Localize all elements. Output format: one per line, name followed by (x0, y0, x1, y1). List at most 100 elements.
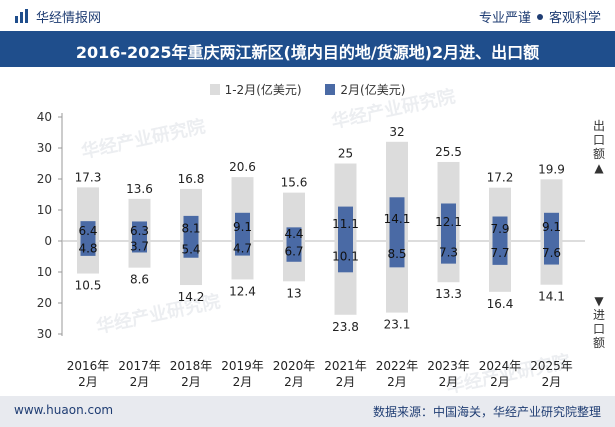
month-import-label: 10.1 (332, 250, 359, 264)
ytd-export-label: 17.2 (487, 171, 514, 185)
export-axis-text: 出口额 (592, 119, 605, 161)
data-source: 数据来源：中国海关，华经产业研究院整理 (372, 405, 601, 419)
ytd-export-label: 25 (338, 147, 353, 161)
month-export-label: 9.1 (542, 220, 561, 234)
month-import-label: 6.7 (284, 244, 303, 258)
x-tick-label: 2017年 (118, 359, 161, 373)
x-tick-label: 2月 (387, 375, 407, 389)
month-bar (492, 216, 508, 265)
ytd-import-label: 16.4 (487, 297, 514, 311)
month-export-label: 11.1 (332, 217, 359, 231)
up-arrow-icon: ▲ (594, 161, 604, 175)
month-bar (80, 221, 96, 256)
month-export-label: 14.1 (384, 212, 411, 226)
month-bar (235, 212, 250, 256)
x-tick-label: 2月 (490, 375, 510, 389)
y-tick-label: 0 (44, 234, 52, 248)
ytd-import-label: 10.5 (75, 279, 102, 293)
ytd-export-label: 19.9 (538, 162, 565, 176)
month-export-label: 7.9 (490, 222, 509, 236)
ytd-import-label: 23.1 (384, 318, 411, 332)
x-tick-label: 2月 (233, 375, 253, 389)
export-axis-label: 出口额 ▲ (592, 119, 606, 175)
month-bar (132, 221, 147, 253)
x-tick-label: 2024年 (479, 359, 522, 373)
down-arrow-icon: ▼ (594, 294, 604, 308)
month-bar (183, 215, 199, 258)
x-tick-label: 2018年 (170, 359, 213, 373)
x-tick-label: 2022年 (376, 359, 419, 373)
x-tick-label: 2月 (78, 375, 98, 389)
legend-label-month: 2月(亿美元) (340, 83, 406, 97)
x-tick-label: 2025年 (530, 359, 573, 373)
y-tick-label: 20 (37, 296, 52, 310)
month-import-label: 3.7 (130, 240, 149, 254)
month-export-label: 6.4 (78, 224, 97, 238)
ytd-import-label: 13 (286, 286, 301, 300)
x-tick-label: 2016年 (67, 359, 110, 373)
x-tick-label: 2019年 (221, 359, 264, 373)
chart-title: 2016-2025年重庆两江新区(境内目的地/货源地)2月进、出口额 (75, 43, 540, 62)
footer: www.huaon.com 数据来源：中国海关，华经产业研究院整理 (0, 396, 615, 427)
ytd-import-label: 14.1 (538, 290, 565, 304)
month-export-label: 6.3 (130, 224, 149, 238)
x-tick-label: 2023年 (427, 359, 470, 373)
x-tick-label: 2月 (130, 375, 150, 389)
legend-swatch-month (325, 84, 336, 95)
slogan: 专业严谨 客观科学 (479, 7, 601, 26)
x-tick-label: 2月 (181, 375, 201, 389)
legend-swatch-ytd (209, 84, 220, 95)
ytd-import-label: 8.6 (130, 273, 149, 287)
month-export-label: 4.4 (284, 227, 303, 241)
month-export-label: 12.1 (435, 215, 462, 229)
y-tick-label: 10 (37, 265, 52, 279)
import-axis-text: 进口额 (592, 308, 605, 350)
slogan-left: 专业严谨 (478, 11, 531, 26)
bar-chart-logo-icon (14, 8, 30, 27)
ytd-import-label: 13.3 (435, 287, 462, 301)
month-bar (286, 227, 302, 262)
site-name: 华经情报网 (36, 11, 102, 26)
ytd-import-label: 12.4 (229, 284, 256, 298)
ytd-export-label: 20.6 (229, 160, 256, 174)
y-tick-label: 10 (37, 203, 52, 217)
month-export-label: 9.1 (233, 220, 252, 234)
dot-separator (536, 14, 543, 20)
ytd-export-label: 13.6 (126, 182, 153, 196)
month-import-label: 7.6 (542, 246, 561, 260)
legend-item-ytd: 1-2月(亿美元) (209, 81, 302, 98)
top-bar: 华经情报网 专业严谨 客观科学 (0, 0, 615, 30)
ytd-import-label: 23.8 (332, 320, 359, 334)
month-import-label: 7.7 (490, 246, 509, 260)
month-import-label: 4.8 (78, 241, 97, 255)
month-bar (389, 197, 405, 268)
month-export-label: 8.1 (181, 221, 200, 235)
import-axis-label: ▼ 进口额 (592, 294, 606, 350)
ytd-import-label: 14.2 (178, 290, 205, 304)
y-tick-label: 30 (37, 327, 52, 341)
x-tick-label: 2月 (336, 375, 356, 389)
x-tick-label: 2020年 (273, 359, 316, 373)
legend-label-ytd: 1-2月(亿美元) (224, 83, 302, 97)
x-tick-label: 2月 (284, 375, 304, 389)
ytd-export-label: 25.5 (435, 145, 462, 159)
x-tick-label: 2月 (542, 375, 562, 389)
title-bar: 2016-2025年重庆两江新区(境内目的地/货源地)2月进、出口额 (0, 31, 615, 67)
y-tick-label: 30 (37, 141, 52, 155)
y-tick-label: 40 (37, 110, 52, 124)
month-import-label: 5.4 (181, 242, 200, 256)
ytd-export-label: 17.3 (75, 170, 102, 184)
legend: 1-2月(亿美元) 2月(亿美元) (0, 81, 615, 98)
website-link[interactable]: www.huaon.com (14, 403, 114, 417)
month-bar (338, 206, 353, 273)
ytd-export-label: 32 (389, 125, 404, 139)
y-tick-label: 20 (37, 172, 52, 186)
legend-item-month: 2月(亿美元) (325, 81, 405, 98)
month-import-label: 8.5 (387, 247, 406, 261)
month-bar (544, 212, 559, 265)
month-import-label: 7.3 (439, 245, 458, 259)
x-tick-label: 2021年 (324, 359, 367, 373)
month-import-label: 4.7 (233, 241, 252, 255)
month-bar (441, 203, 456, 264)
